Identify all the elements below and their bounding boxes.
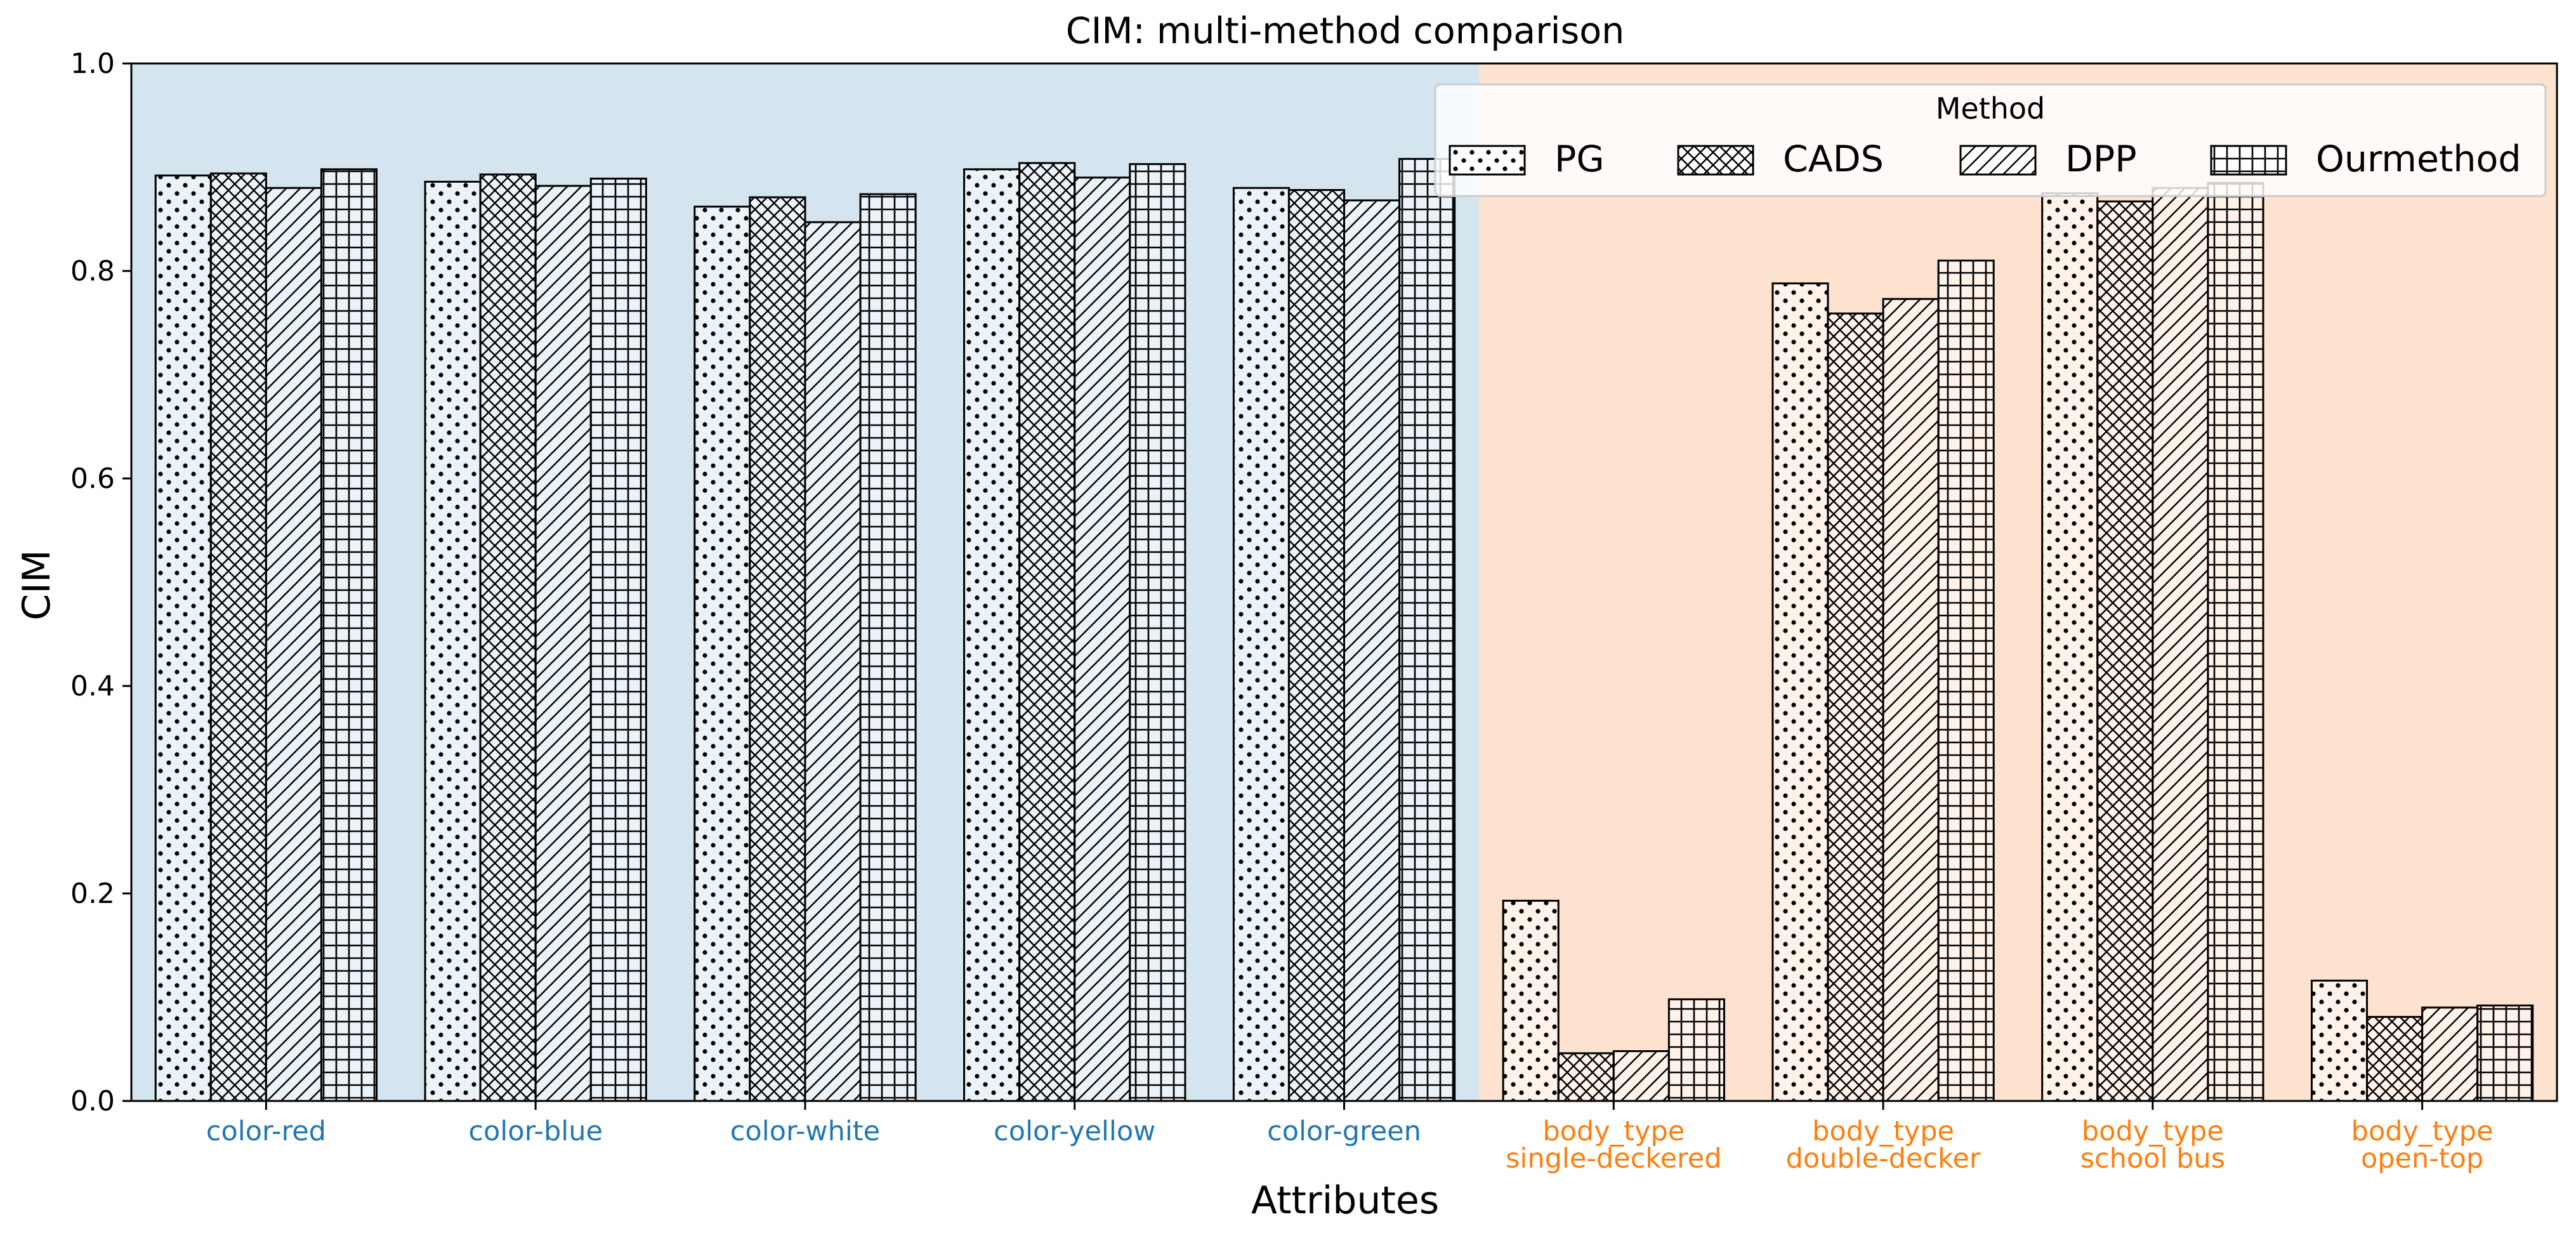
bar-pg-7 bbox=[2041, 192, 2099, 1102]
bar-pg-2 bbox=[693, 206, 751, 1102]
bar-pg-4 bbox=[1232, 187, 1290, 1102]
chart-title: CIM: multi-method comparison bbox=[1066, 10, 1624, 52]
x-axis-label: Attributes bbox=[1251, 1178, 1439, 1223]
band-body_type bbox=[1478, 63, 2557, 1101]
legend-label: Ourmethod bbox=[2316, 138, 2521, 180]
bar-ourmethod-7 bbox=[2207, 181, 2264, 1102]
bar-ourmethod-4 bbox=[1398, 157, 1456, 1102]
legend-entry-pg: PG bbox=[1449, 138, 1605, 180]
bar-dpp-6 bbox=[1882, 298, 1940, 1102]
bar-cads-7 bbox=[2096, 200, 2154, 1102]
bar-cads-0 bbox=[209, 172, 267, 1102]
bar-dpp-2 bbox=[804, 221, 862, 1102]
axes: 0.0 0.2 0.4 0.6 0.8 1.0 color-red color-blue col… bbox=[70, 48, 2558, 1175]
x-tick-label: color-blue bbox=[468, 1116, 603, 1147]
bar-ourmethod-0 bbox=[320, 168, 378, 1102]
legend-entry-dpp: DPP bbox=[1959, 138, 2137, 180]
y-tick-label: 0.6 bbox=[70, 463, 115, 495]
x-tick-label: body_type bbox=[2351, 1116, 2494, 1147]
bar-ourmethod-1 bbox=[589, 177, 647, 1102]
x-tick-label: body_type bbox=[2082, 1116, 2224, 1147]
bar-pg-1 bbox=[424, 180, 482, 1102]
bar-cads-2 bbox=[749, 196, 806, 1102]
legend-title: Method bbox=[1936, 91, 2046, 126]
y-axis-label: CIM bbox=[15, 550, 59, 620]
x-tick-label: single-deckered bbox=[1506, 1143, 1722, 1175]
bar-ourmethod-2 bbox=[859, 193, 917, 1102]
y-tick-label: 0.8 bbox=[70, 255, 115, 287]
bar-cads-3 bbox=[1018, 162, 1076, 1102]
bar-dpp-1 bbox=[534, 185, 592, 1102]
legend-label: PG bbox=[1554, 138, 1605, 180]
legend: Method PG CADS DPP Ourmethod bbox=[1434, 83, 2547, 197]
bar-dpp-8 bbox=[2421, 1006, 2479, 1102]
x-tick-label: open-top bbox=[2361, 1143, 2483, 1175]
bar-cads-4 bbox=[1287, 188, 1345, 1102]
x-tick-label: school bus bbox=[2080, 1143, 2225, 1175]
x-tick-label: color-yellow bbox=[994, 1116, 1155, 1147]
y-tick-label: 1.0 bbox=[70, 48, 115, 80]
legend-swatch bbox=[1677, 145, 1754, 176]
bar-ourmethod-3 bbox=[1129, 163, 1186, 1102]
bar-dpp-5 bbox=[1612, 1050, 1670, 1102]
x-tick-label: color-green bbox=[1267, 1116, 1421, 1147]
bar-pg-3 bbox=[963, 168, 1021, 1102]
x-tick-label: color-white bbox=[730, 1116, 880, 1147]
bar-dpp-4 bbox=[1343, 199, 1401, 1102]
bar-cads-8 bbox=[2366, 1016, 2424, 1102]
legend-swatch bbox=[2210, 145, 2287, 176]
x-tick-label: body_type bbox=[1812, 1116, 1954, 1147]
x-tick-label: color-red bbox=[206, 1116, 326, 1147]
legend-entry-ourmethod: Ourmethod bbox=[2210, 138, 2521, 180]
legend-entry-cads: CADS bbox=[1677, 138, 1884, 180]
bar-cads-5 bbox=[1557, 1052, 1615, 1102]
bar-dpp-7 bbox=[2152, 187, 2209, 1102]
bar-pg-5 bbox=[1502, 899, 1560, 1102]
bar-dpp-3 bbox=[1074, 176, 1131, 1102]
bar-pg-6 bbox=[1771, 282, 1829, 1102]
legend-swatch bbox=[1959, 145, 2037, 176]
legend-label: CADS bbox=[1783, 138, 1884, 180]
bar-ourmethod-8 bbox=[2476, 1005, 2534, 1102]
bar-ourmethod-6 bbox=[1937, 260, 1995, 1102]
bar-pg-0 bbox=[154, 175, 212, 1102]
bar-dpp-0 bbox=[265, 187, 322, 1102]
legend-swatch bbox=[1449, 145, 1526, 176]
bar-cads-1 bbox=[479, 173, 537, 1102]
y-tick-label: 0.4 bbox=[70, 670, 115, 702]
bar-ourmethod-5 bbox=[1667, 998, 1725, 1102]
legend-label: DPP bbox=[2065, 138, 2137, 180]
y-tick-label: 0.2 bbox=[70, 878, 115, 910]
y-tick-label: 0.0 bbox=[70, 1085, 115, 1117]
bar-pg-8 bbox=[2310, 979, 2369, 1102]
bars bbox=[154, 157, 2534, 1102]
x-tick-label: double-decker bbox=[1786, 1143, 1981, 1175]
bar-cads-6 bbox=[1827, 312, 1884, 1102]
x-tick-label: body_type bbox=[1542, 1116, 1685, 1147]
